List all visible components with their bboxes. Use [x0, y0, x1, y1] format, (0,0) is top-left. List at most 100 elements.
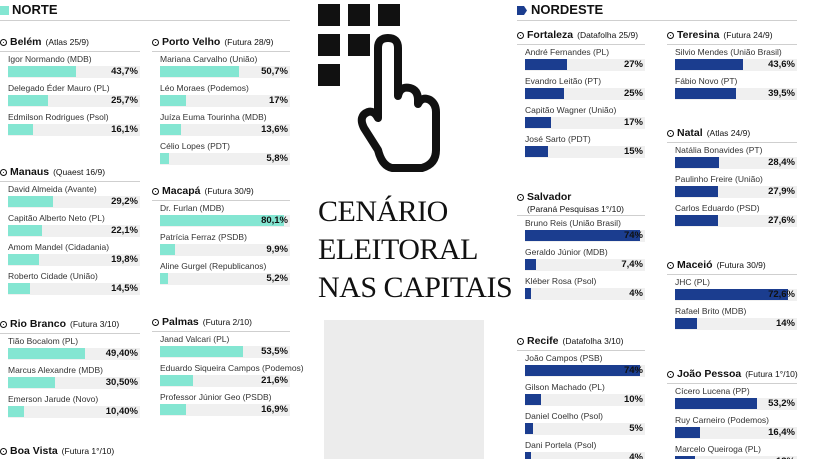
candidate-name: Kléber Rosa (Psol) [525, 276, 597, 286]
candidate-name: Emerson Jarude (Novo) [8, 394, 99, 404]
candidate-name: Roberto Cidade (União) [8, 271, 98, 281]
candidate-name: Professor Júnior Geo (PSDB) [160, 392, 272, 402]
city-source: (Futura 30/9) [204, 186, 254, 196]
candidate-name: Mariana Carvalho (União) [160, 54, 258, 64]
city-bullet [0, 448, 7, 455]
bar [525, 88, 564, 99]
city-source: (Futura 28/9) [224, 37, 274, 47]
bar [160, 153, 169, 164]
bar [160, 244, 176, 255]
city-bullet [667, 262, 674, 269]
bar [525, 394, 541, 405]
city-bullet [667, 371, 674, 378]
vote-icon [318, 4, 440, 172]
value-label: 53,2% [768, 398, 795, 409]
bar-track [160, 273, 290, 285]
bar [675, 289, 788, 300]
bar [675, 59, 743, 70]
bar-track [8, 124, 140, 136]
value-label: 4% [629, 452, 643, 459]
city-name: Manaus (Quaest 16/9) [10, 166, 106, 178]
city-source: (Futura 30/9) [716, 260, 766, 270]
candidate-name: José Sarto (PDT) [525, 134, 591, 144]
city-rule [667, 44, 797, 45]
candidate-name: Capitão Alberto Neto (PL) [8, 213, 105, 223]
candidate-name: Tião Bocalom (PL) [8, 336, 79, 346]
candidate-name: Igor Normando (MDB) [8, 54, 92, 64]
candidate-name: Fábio Novo (PT) [675, 76, 738, 86]
candidate-name: David Almeida (Avante) [8, 184, 97, 194]
value-label: 5,8% [266, 153, 288, 164]
placeholder-box [324, 320, 484, 459]
bar [525, 259, 537, 270]
candidate-name: Paulinho Freire (União) [675, 174, 763, 184]
city-source: (Datafolha 3/10) [562, 336, 624, 346]
candidate-name: Cícero Lucena (PP) [675, 386, 750, 396]
bar [675, 88, 737, 99]
city-bullet [0, 169, 7, 176]
bar-track [525, 452, 645, 459]
value-label: 39,5% [768, 88, 795, 99]
value-label: 4% [629, 288, 643, 299]
city-bullet [667, 32, 674, 39]
city-rule [152, 200, 290, 201]
city-bullet [152, 39, 159, 46]
city-rule [0, 333, 140, 334]
city-source: (Futura 3/10) [70, 319, 120, 329]
value-label: 74% [623, 230, 643, 241]
title-line: NAS CAPITAIS [318, 271, 513, 304]
title-line: CENÁRIO [318, 195, 448, 228]
city-rule [152, 331, 290, 332]
value-label: 49,40% [105, 348, 138, 359]
bar-track [525, 146, 645, 158]
value-label: 13% [747, 456, 795, 459]
candidate-name: Dani Portela (Psol) [525, 440, 597, 450]
candidate-name: Bruno Reis (União Brasil) [525, 218, 621, 228]
value-label: 28,4% [768, 157, 795, 168]
city-source: (Paraná Pesquisas 1°/10) [527, 204, 624, 214]
city-bullet [517, 338, 524, 345]
value-label: 13,6% [261, 124, 288, 135]
candidate-name: Amom Mandel (Cidadania) [8, 242, 110, 252]
city-name: Boa Vista (Futura 1°/10) [10, 445, 115, 457]
city-source: (Futura 1°/10) [61, 446, 115, 456]
candidate-name: Célio Lopes (PDT) [160, 141, 230, 151]
value-label: 5,2% [266, 273, 288, 284]
value-label: 17% [623, 117, 643, 128]
candidate-name: André Fernandes (PL) [525, 47, 610, 57]
city-rule [667, 383, 797, 384]
value-label: 5% [629, 423, 643, 434]
bar-track [160, 244, 290, 256]
bar [8, 283, 31, 294]
bar [675, 427, 701, 438]
bar [525, 146, 549, 157]
bar-track [160, 404, 290, 416]
city-bullet [667, 130, 674, 137]
bar [160, 95, 187, 106]
candidate-name: Rafael Brito (MDB) [675, 306, 747, 316]
value-label: 16,9% [261, 404, 288, 415]
bar [675, 186, 719, 197]
city-name: Salvador [527, 191, 572, 203]
bar-track [675, 318, 797, 330]
value-label: 16,1% [111, 124, 138, 135]
city-rule [152, 51, 290, 52]
candidate-name: Eduardo Siqueira Campos (Podemos) [160, 363, 304, 373]
city-source: (Datafolha 25/9) [577, 30, 639, 40]
candidate-name: Geraldo Júnior (MDB) [525, 247, 608, 257]
value-label: 25,7% [111, 95, 138, 106]
candidate-name: Daniel Coelho (Psol) [525, 411, 603, 421]
city-name: Recife (Datafolha 3/10) [527, 335, 624, 347]
bar-track [160, 95, 290, 107]
value-label: 10,40% [105, 406, 138, 417]
bar [8, 95, 48, 106]
value-label: 74% [623, 365, 643, 376]
city-name: Porto Velho (Futura 28/9) [162, 36, 274, 48]
city-name: Fortaleza (Datafolha 25/9) [527, 29, 639, 41]
value-label: 15% [623, 146, 643, 157]
city-rule [0, 51, 140, 52]
candidate-name: Aline Gurgel (Republicanos) [160, 261, 267, 271]
bar-track [525, 117, 645, 129]
bar [675, 456, 696, 459]
bar [675, 157, 720, 168]
